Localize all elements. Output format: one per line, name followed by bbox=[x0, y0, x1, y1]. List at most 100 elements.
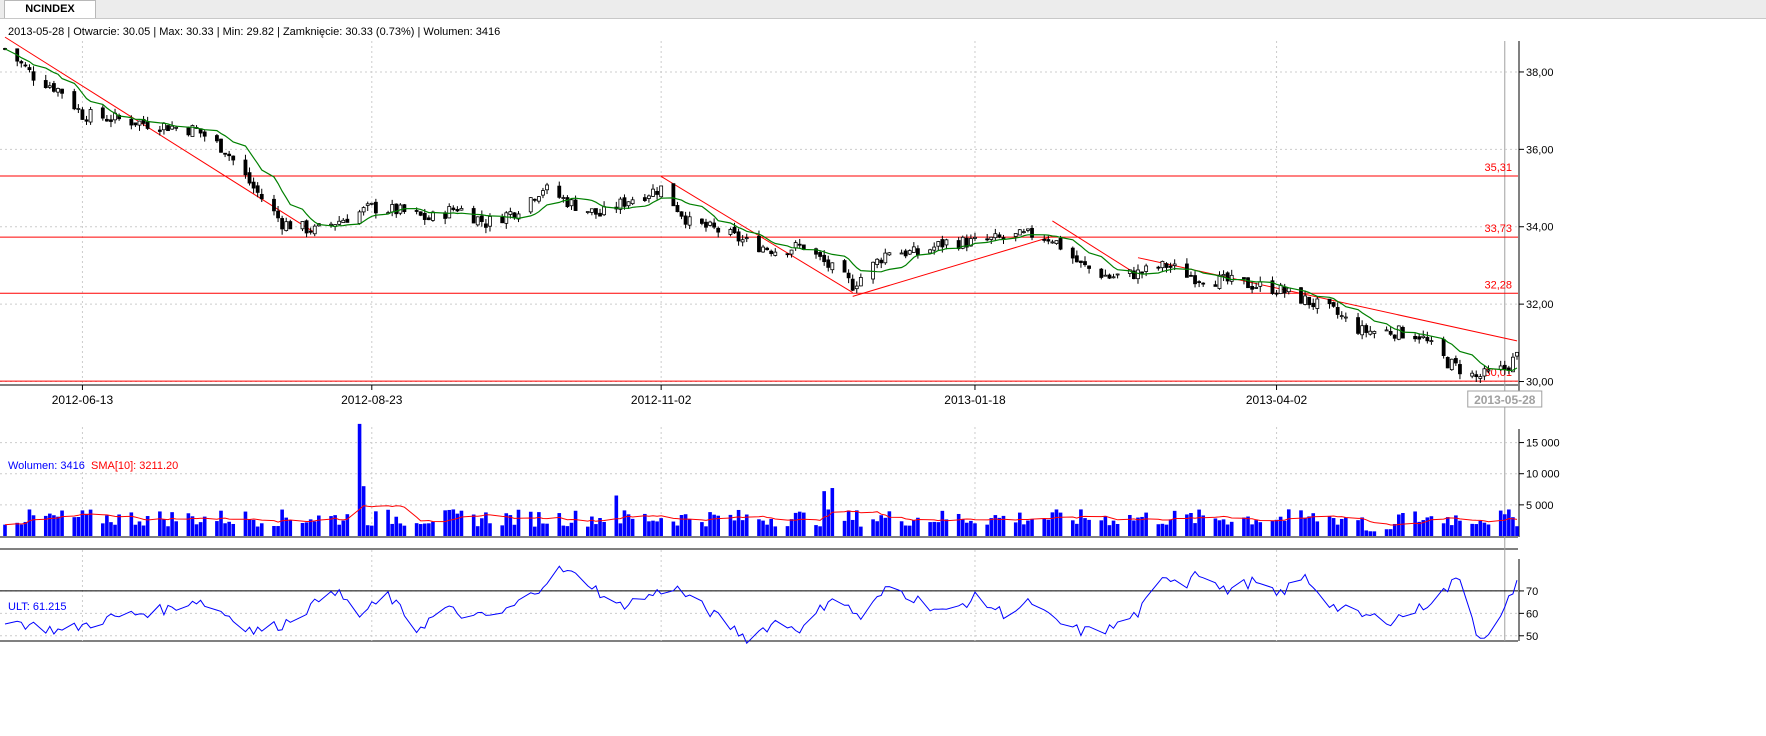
candle-body bbox=[557, 185, 562, 198]
candle-body bbox=[997, 234, 1002, 238]
candle-body bbox=[1372, 331, 1377, 334]
candle-body bbox=[814, 248, 818, 255]
volume-bar bbox=[801, 512, 806, 536]
candle-body bbox=[1217, 274, 1222, 289]
candle-body bbox=[174, 126, 179, 129]
volume-bar bbox=[475, 526, 480, 536]
candle-body bbox=[1449, 358, 1454, 371]
candle-body bbox=[488, 216, 492, 227]
volume-bar bbox=[1474, 524, 1479, 536]
ult-tick-label: 70 bbox=[1526, 586, 1538, 598]
tab-ncindex[interactable]: NCINDEX bbox=[4, 0, 96, 18]
volume-bar bbox=[398, 523, 403, 536]
candle-body bbox=[1445, 357, 1450, 369]
candle-body bbox=[247, 172, 252, 184]
volume-bar bbox=[1421, 520, 1426, 536]
volume-bar bbox=[712, 514, 716, 536]
volume-bar bbox=[117, 514, 121, 536]
volume-bar bbox=[1030, 519, 1034, 536]
volume-bar bbox=[1083, 518, 1087, 536]
volume-bar bbox=[683, 514, 688, 536]
chart-svg[interactable]: 2012-06-13 2012-08-23 2012-11-02 2013-01-18… bbox=[0, 19, 1766, 731]
candle-body bbox=[765, 247, 770, 251]
x-tick-label: 2012-11-02 bbox=[631, 393, 692, 407]
candle-body bbox=[708, 221, 712, 226]
candle-body bbox=[1368, 330, 1373, 335]
volume-bar bbox=[614, 495, 619, 536]
volume-bar bbox=[1197, 509, 1201, 536]
volume-bar bbox=[186, 513, 191, 536]
volume-bar bbox=[369, 525, 374, 536]
candle-body bbox=[1421, 335, 1426, 339]
volume-bar bbox=[60, 510, 64, 536]
volume-bar bbox=[455, 513, 460, 536]
volume-bar bbox=[671, 521, 676, 536]
volume-bar bbox=[174, 521, 178, 536]
volume-bar bbox=[826, 509, 831, 536]
volume-bar bbox=[557, 513, 562, 536]
candle-body bbox=[899, 252, 904, 255]
candle-body bbox=[1429, 340, 1434, 343]
candle-body bbox=[129, 118, 134, 126]
candle-body bbox=[227, 153, 232, 157]
volume-bar bbox=[471, 514, 476, 536]
candle-body bbox=[426, 217, 431, 221]
candle-body bbox=[1327, 298, 1332, 305]
x-tick-label: 2012-08-23 bbox=[341, 393, 403, 407]
volume-bar bbox=[687, 519, 692, 536]
candle-body bbox=[43, 80, 48, 88]
candle-body bbox=[60, 88, 64, 94]
y-tick-label: 34,00 bbox=[1526, 222, 1554, 234]
candle-body bbox=[618, 198, 623, 210]
candle-body bbox=[1107, 274, 1112, 279]
candle-body bbox=[736, 231, 741, 242]
candle-body bbox=[822, 254, 827, 263]
volume-bar bbox=[659, 518, 663, 536]
candle-body bbox=[968, 238, 973, 247]
candle-body bbox=[916, 248, 920, 256]
candle-body bbox=[700, 218, 704, 224]
volume-bar bbox=[280, 509, 284, 536]
chart-area[interactable]: 2012-06-13 2012-08-23 2012-11-02 2013-01-18… bbox=[0, 19, 1766, 731]
volume-bar bbox=[451, 509, 456, 536]
volume-bar bbox=[842, 520, 847, 536]
candle-body bbox=[357, 211, 362, 224]
volume-bar bbox=[357, 423, 362, 536]
candle-body bbox=[757, 235, 761, 253]
candle-body bbox=[561, 197, 566, 199]
volume-bar bbox=[744, 514, 749, 536]
candle-body bbox=[1184, 263, 1189, 278]
volume-bar bbox=[72, 517, 77, 536]
volume-bar bbox=[52, 515, 56, 536]
volume-bar bbox=[386, 509, 390, 536]
volume-bar bbox=[704, 526, 708, 536]
volume-bar bbox=[1368, 531, 1373, 536]
candle-body bbox=[500, 216, 505, 224]
candle-body bbox=[565, 197, 570, 208]
volume-bar bbox=[561, 525, 566, 536]
candle-body bbox=[1213, 284, 1218, 287]
volume-bar bbox=[1172, 510, 1177, 536]
candle-body bbox=[1331, 302, 1336, 307]
volume-bar bbox=[43, 515, 48, 536]
volume-bar bbox=[105, 515, 109, 536]
volume-bar bbox=[1339, 518, 1344, 536]
volume-bar bbox=[643, 513, 647, 536]
volume-bar bbox=[651, 520, 655, 536]
volume-bar bbox=[1511, 517, 1515, 536]
volume-bar bbox=[394, 516, 399, 536]
candle-body bbox=[1417, 336, 1422, 340]
candle-body bbox=[190, 125, 195, 137]
volume-bar bbox=[1397, 514, 1401, 536]
candle-body bbox=[1229, 274, 1234, 282]
volume-bar bbox=[1356, 520, 1360, 536]
volume-bar bbox=[932, 521, 937, 536]
volume-bar bbox=[765, 524, 769, 536]
volume-bar bbox=[1364, 530, 1369, 536]
candle-body bbox=[27, 67, 32, 71]
candle-body bbox=[1054, 240, 1059, 245]
candle-body bbox=[1221, 274, 1226, 277]
volume-panel bbox=[3, 423, 1519, 536]
candle-body bbox=[769, 250, 774, 255]
volume-bar bbox=[194, 524, 199, 536]
